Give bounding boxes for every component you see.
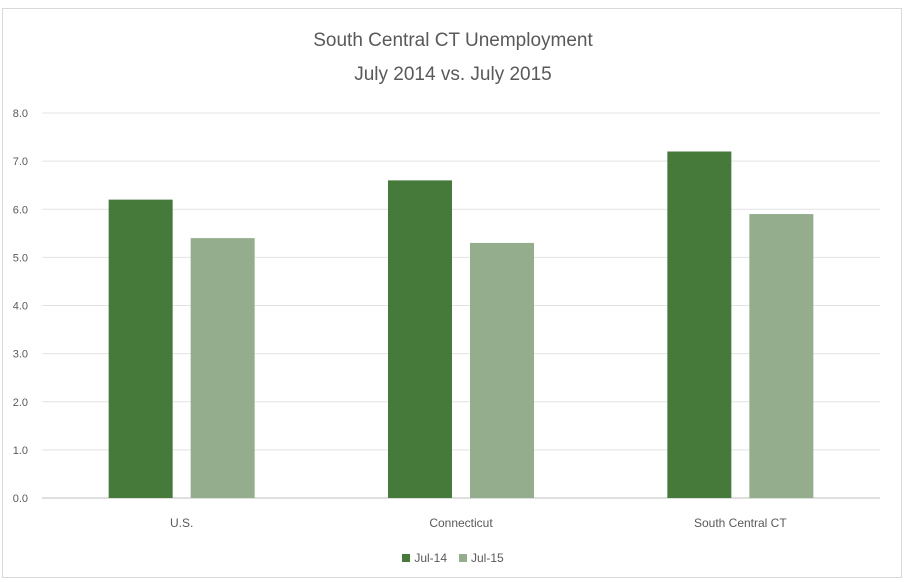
bar-jul14-u-s: [108, 199, 173, 498]
bar-jul15-u-s: [190, 238, 255, 498]
y-tick-label: 1.0: [13, 445, 28, 457]
y-tick-label: 5.0: [13, 252, 28, 264]
bar-jul15-south-central-ct: [749, 214, 814, 498]
y-tick-label: 4.0: [13, 301, 28, 313]
legend: Jul-14 Jul-15: [0, 551, 906, 565]
y-tick-label: 7.0: [13, 156, 28, 168]
x-category-label: U.S.: [170, 516, 193, 530]
bar-jul14-connecticut: [388, 180, 452, 498]
legend-swatch-jul14: [402, 554, 411, 562]
legend-label-jul15: Jul-15: [471, 551, 504, 565]
legend-item-jul14: Jul-14: [402, 551, 447, 565]
y-tick-label: 6.0: [13, 204, 28, 216]
y-tick-label: 3.0: [13, 349, 28, 361]
chart-subtitle: July 2014 vs. July 2015: [354, 64, 552, 85]
y-tick-label: 8.0: [13, 108, 28, 120]
x-category-label: Connecticut: [429, 516, 493, 530]
y-tick-label: 0.0: [13, 493, 28, 505]
legend-item-jul15: Jul-15: [459, 551, 504, 565]
y-tick-label: 2.0: [13, 397, 28, 409]
bar-jul14-south-central-ct: [667, 151, 732, 498]
chart-title: South Central CT Unemployment: [313, 30, 593, 51]
legend-label-jul14: Jul-14: [414, 551, 447, 565]
legend-swatch-jul15: [459, 554, 467, 562]
x-category-label: South Central CT: [694, 516, 787, 530]
bar-jul15-connecticut: [470, 242, 534, 498]
